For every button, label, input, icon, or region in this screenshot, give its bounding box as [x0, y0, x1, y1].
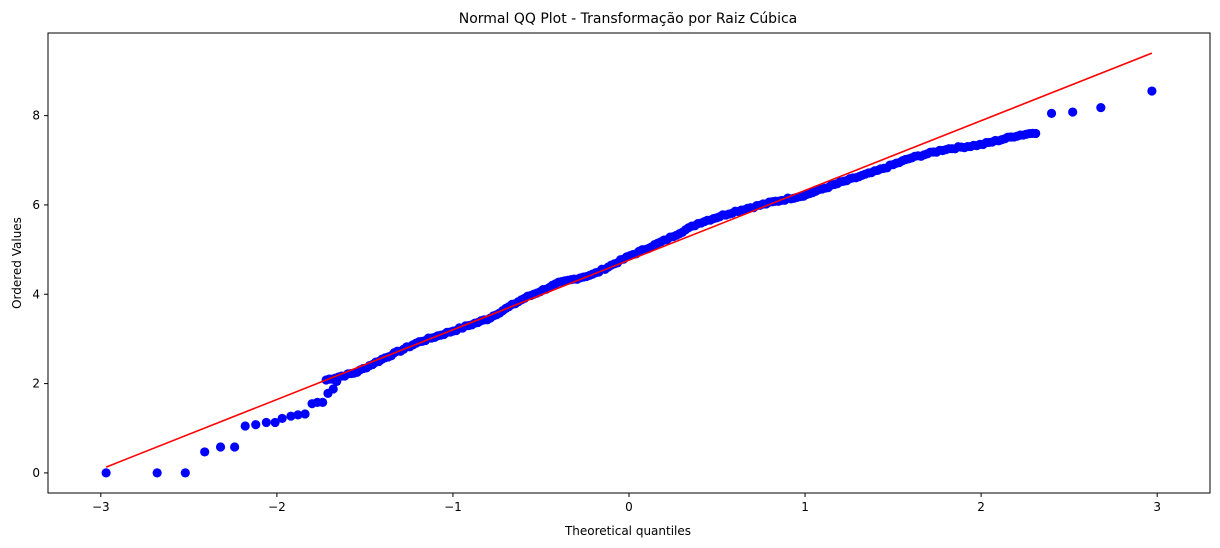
- data-point: [240, 421, 250, 431]
- data-point: [300, 409, 310, 419]
- x-tick-label: −3: [92, 500, 110, 514]
- y-tick-label: 6: [32, 198, 40, 212]
- x-tick-label: −2: [268, 500, 286, 514]
- data-point: [318, 397, 328, 407]
- data-point: [1031, 128, 1041, 139]
- x-axis-label: Theoretical quantiles: [564, 524, 691, 538]
- y-tick-label: 0: [32, 466, 40, 480]
- data-point: [270, 417, 280, 428]
- data-point: [1096, 102, 1106, 113]
- y-axis-label: Ordered Values: [10, 217, 24, 309]
- plot-frame: [47, 32, 1211, 494]
- x-tick-label: 1: [801, 500, 809, 514]
- data-point: [101, 468, 111, 478]
- data-point: [1046, 108, 1057, 118]
- data-point: [251, 420, 261, 430]
- x-axis: −3 −2 −1 0 1 2 3: [92, 493, 1161, 514]
- data-point: [1147, 86, 1157, 96]
- y-tick-label: 4: [32, 287, 40, 301]
- data-point: [215, 442, 226, 452]
- data-point: [152, 468, 162, 478]
- x-tick-label: 2: [977, 500, 985, 514]
- data-point: [328, 384, 338, 394]
- x-tick-label: 0: [625, 500, 633, 514]
- chart-title: Normal QQ Plot - Transformação por Raiz …: [459, 11, 798, 27]
- data-point: [286, 411, 296, 421]
- data-point: [230, 442, 240, 452]
- data-point: [1068, 107, 1078, 117]
- y-axis: 0 2 4 6 8: [32, 109, 48, 480]
- x-tick-label: −1: [444, 500, 462, 514]
- data-points: [101, 86, 1157, 478]
- data-point: [200, 447, 210, 457]
- fit-line-layer: [105, 52, 1153, 468]
- data-point: [293, 410, 303, 420]
- data-point: [277, 413, 287, 424]
- y-tick-label: 2: [32, 377, 40, 391]
- data-point: [261, 417, 271, 428]
- x-tick-label: 3: [1153, 500, 1161, 514]
- y-tick-label: 8: [32, 109, 40, 123]
- data-point: [180, 468, 190, 478]
- fit-line: [105, 52, 1153, 468]
